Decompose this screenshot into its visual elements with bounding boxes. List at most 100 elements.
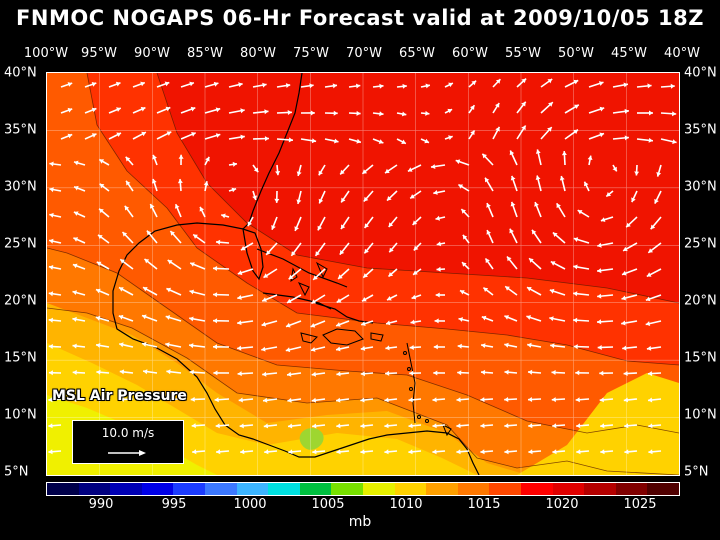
wind-vector-head: [599, 397, 604, 403]
wind-vector-head: [232, 161, 237, 167]
lon-label: 50°W: [558, 46, 594, 61]
wind-vector-head: [599, 132, 604, 138]
lat-label-right: 10°N: [684, 407, 717, 423]
fill-1010-east: [517, 373, 679, 475]
wind-vector-head: [647, 371, 653, 377]
wind-vector-head: [432, 423, 437, 429]
lon-label: 85°W: [187, 46, 223, 61]
wind-vector-head: [271, 225, 276, 230]
wind-vector-head: [73, 237, 79, 242]
wind-vector-head: [552, 232, 558, 237]
wind-vector-head: [189, 343, 194, 349]
wind-vector-head: [521, 101, 526, 107]
wind-vector-head: [311, 299, 317, 304]
colorbar-swatch: [615, 483, 648, 495]
wind-vector-head: [457, 370, 462, 376]
wind-vector-head: [119, 287, 124, 292]
wind-vector-head: [482, 153, 487, 159]
wind-vector-head: [288, 274, 294, 280]
wind-vector-head: [95, 315, 101, 321]
wind-vector-head: [189, 289, 194, 295]
wind-vector-head: [480, 449, 485, 455]
wind-vector-head: [600, 449, 605, 455]
wind-vector-head: [239, 423, 244, 429]
wind-vector-head: [600, 423, 605, 429]
wind-vector-head: [573, 291, 578, 297]
wind-vector-head: [528, 449, 533, 455]
wind-vector-head: [654, 198, 659, 204]
wind-vector-head: [252, 195, 257, 200]
wind-vector-head: [216, 239, 221, 245]
colorbar-swatch: [584, 483, 616, 495]
wind-vector-head: [388, 272, 394, 277]
colorbar-swatch: [204, 483, 237, 495]
colorbar-label: 1025: [623, 497, 657, 512]
wind-vector-head: [471, 80, 477, 86]
wind-vector-head: [623, 82, 628, 88]
wind-vector-head: [495, 103, 500, 108]
wind-vector-head: [670, 83, 675, 89]
wind-vector-head: [73, 211, 79, 216]
wind-vector-head: [253, 167, 259, 173]
wind-vector-head: [48, 265, 54, 270]
wind-vector-head: [407, 167, 413, 172]
colorbar-label: 1000: [233, 497, 267, 512]
wind-vector-head: [510, 175, 516, 181]
wind-vector-head: [72, 343, 77, 349]
wind-vector-head: [504, 397, 509, 402]
wind-vector-head: [142, 314, 147, 320]
wind-vector-head: [409, 370, 414, 376]
wind-vector-head: [648, 397, 653, 403]
wind-vector-head: [318, 170, 323, 176]
wind-vector-head: [547, 79, 553, 84]
wind-vector-head: [470, 130, 475, 136]
wind-vector-head: [116, 132, 121, 137]
wind-vector-head: [612, 166, 617, 172]
wind-vector-head: [49, 161, 54, 167]
wind-vector-head: [96, 288, 101, 294]
wind-vector-head: [72, 397, 77, 403]
wind-vector-head: [413, 245, 419, 251]
lat-label-left: 25°N: [4, 236, 37, 252]
wind-vector-head: [529, 258, 534, 263]
wind-vector-head: [341, 197, 346, 203]
wind-vector-head: [549, 316, 554, 322]
wind-vector-head: [623, 246, 628, 252]
wind-vector-head: [436, 266, 441, 272]
wind-vector-head: [311, 138, 317, 144]
wind-vector-head: [401, 139, 406, 144]
wind-vector-head: [333, 110, 338, 116]
wind-vector-head: [150, 204, 155, 209]
isobars: [47, 73, 679, 475]
wind-vector-head: [164, 81, 170, 87]
wind-vector-head: [584, 181, 589, 187]
wind-vector-head: [646, 272, 652, 277]
wind-vector-head: [645, 321, 651, 326]
lon-label: 55°W: [505, 46, 541, 61]
wind-vector-head: [119, 342, 124, 348]
wind-vector-head: [504, 423, 509, 429]
wind-vector-head: [266, 250, 271, 255]
wind-vector-head: [410, 194, 415, 199]
colorbar-swatch: [426, 483, 458, 495]
wind-vector-head: [115, 81, 121, 87]
wind-vector-head: [213, 266, 218, 271]
wind-vector-head: [600, 217, 606, 222]
wind-vector-head: [122, 232, 128, 237]
wind-vector-head: [146, 230, 152, 236]
colorbar-swatch: [236, 483, 269, 495]
colorbar-swatch: [47, 483, 79, 495]
wind-vector-head: [203, 181, 209, 186]
wind-vector-head: [274, 198, 280, 203]
wind-vector-head: [310, 110, 315, 116]
wind-vector-head: [573, 264, 578, 270]
colorbar-swatch: [173, 483, 205, 495]
wind-vector-head: [631, 197, 636, 203]
wind-vector-head: [116, 107, 121, 112]
wind-vector-head: [263, 273, 269, 278]
wind-vector-head: [436, 241, 442, 247]
wind-vector-head: [672, 111, 677, 117]
wind-vector-head: [72, 316, 77, 322]
wind-vector-head: [504, 315, 509, 320]
wind-vector-head: [125, 156, 131, 162]
